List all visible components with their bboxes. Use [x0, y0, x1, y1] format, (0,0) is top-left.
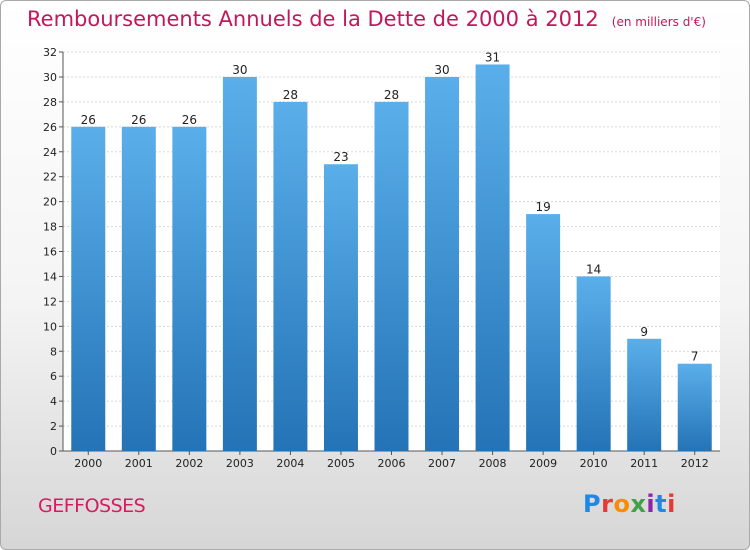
y-tick-label: 2: [50, 420, 57, 433]
bar-value-label: 23: [333, 150, 348, 164]
chart-unit: (en milliers d'€): [611, 15, 706, 29]
bar-2001: [121, 126, 156, 451]
bar-value-label: 26: [81, 113, 96, 127]
x-tick-label: 2011: [630, 457, 658, 470]
x-tick-label: 2012: [681, 457, 709, 470]
bar-value-label: 30: [434, 63, 449, 77]
y-tick-label: 12: [43, 295, 57, 308]
x-tick-label: 2005: [327, 457, 355, 470]
y-tick-label: 24: [43, 146, 57, 159]
proxiti-logo: Proxiti: [583, 490, 676, 518]
logo-letter: i: [667, 490, 676, 518]
bar-2010: [576, 276, 611, 451]
y-tick-label: 30: [43, 71, 57, 84]
y-tick-label: 32: [43, 46, 57, 59]
y-tick-label: 14: [43, 270, 57, 283]
y-tick-label: 28: [43, 96, 57, 109]
bar-2000: [71, 126, 106, 451]
x-tick-label: 2001: [125, 457, 153, 470]
x-tick-label: 2004: [276, 457, 304, 470]
y-tick-label: 20: [43, 196, 57, 209]
bar-2008: [475, 64, 510, 451]
bar-value-label: 26: [131, 113, 146, 127]
x-tick-label: 2006: [378, 457, 406, 470]
bar-value-label: 31: [485, 50, 500, 64]
bar-2011: [627, 338, 662, 451]
bar-value-label: 28: [384, 88, 399, 102]
bar-value-label: 19: [535, 200, 550, 214]
y-tick-label: 16: [43, 246, 57, 259]
y-tick-label: 0: [50, 445, 57, 458]
y-tick-label: 8: [50, 345, 57, 358]
bar-2007: [425, 76, 460, 451]
bar-value-label: 28: [283, 88, 298, 102]
y-tick-label: 4: [50, 395, 57, 408]
bar-value-label: 7: [691, 350, 699, 364]
logo-letter: r: [601, 490, 614, 518]
x-tick-label: 2010: [580, 457, 608, 470]
bar-2005: [323, 164, 358, 451]
logo-letter: o: [613, 490, 631, 518]
chart-title-row: Remboursements Annuels de la Dette de 20…: [27, 7, 706, 31]
x-tick-label: 2002: [175, 457, 203, 470]
y-tick-label: 10: [43, 320, 57, 333]
bar-2003: [222, 76, 257, 451]
bar-2004: [273, 101, 308, 451]
x-tick-label: 2000: [74, 457, 102, 470]
logo-letter: x: [630, 490, 647, 518]
bar-value-label: 14: [586, 262, 601, 276]
bar-2002: [172, 126, 207, 451]
logo-letter: t: [655, 490, 668, 518]
x-tick-label: 2003: [226, 457, 254, 470]
y-tick-label: 22: [43, 171, 57, 184]
bar-2012: [677, 363, 712, 451]
bar-2009: [526, 214, 561, 451]
bar-value-label: 26: [182, 113, 197, 127]
bar-2006: [374, 101, 409, 451]
y-tick-label: 6: [50, 370, 57, 383]
y-tick-label: 18: [43, 221, 57, 234]
logo-letter: P: [583, 490, 602, 518]
x-tick-label: 2009: [529, 457, 557, 470]
x-tick-label: 2008: [479, 457, 507, 470]
commune-name: GEFFOSSES: [38, 495, 146, 517]
x-tick-label: 2007: [428, 457, 456, 470]
chart-title: Remboursements Annuels de la Dette de 20…: [27, 7, 599, 31]
logo-letter: i: [646, 490, 656, 518]
bar-value-label: 9: [640, 325, 648, 339]
bar-value-label: 30: [232, 63, 247, 77]
y-tick-label: 26: [43, 121, 57, 134]
